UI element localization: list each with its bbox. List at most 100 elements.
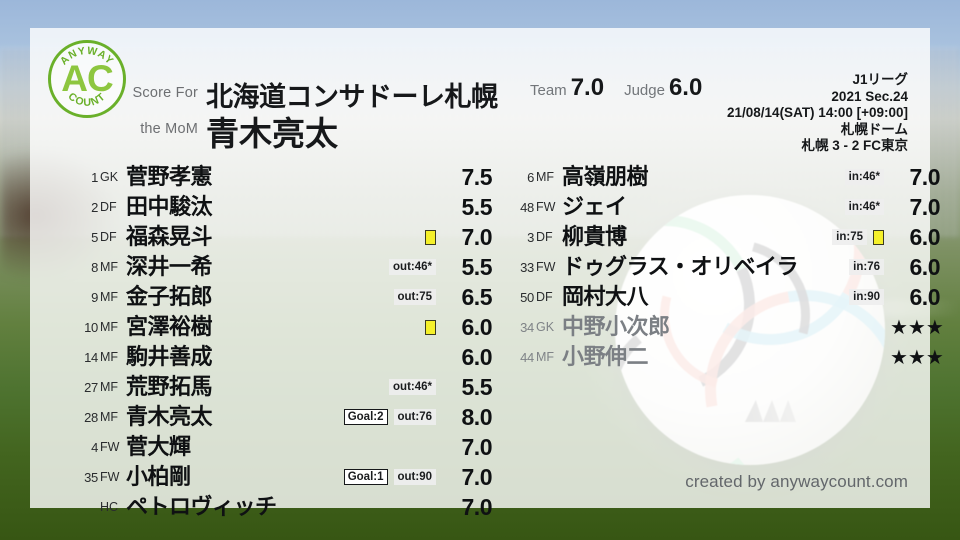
logo-bottom-arc-label: COUNT	[66, 90, 109, 108]
player-row[interactable]: 33 FW ドゥグラス・オリベイラ in:76 6.0	[508, 252, 940, 282]
player-row-tail: 6.0	[442, 342, 493, 372]
player-position: DF	[536, 230, 553, 244]
player-row[interactable]: 48 FW ジェイ in:46* 7.0	[508, 192, 940, 222]
judge-score-label: Judge	[624, 82, 665, 99]
player-row-tail: 5.5	[442, 192, 493, 222]
player-position: MF	[100, 320, 119, 334]
player-row-tail: 7.0	[442, 492, 493, 522]
team-score-label: Team	[530, 82, 567, 99]
player-row-tail: in:46* 7.0	[844, 162, 941, 192]
player-row[interactable]: 6 MF 高嶺朋樹 in:46* 7.0	[508, 162, 940, 192]
player-position: GK	[536, 320, 555, 334]
player-rating: ★★★	[890, 316, 944, 339]
player-position: DF	[100, 200, 117, 214]
player-rating: 6.0	[909, 283, 941, 310]
player-row[interactable]: 34 GK 中野小次郎 ★★★	[508, 312, 944, 342]
player-rating: 5.5	[461, 373, 493, 400]
player-number: 9	[91, 289, 98, 305]
player-row[interactable]: 28 MF 青木亮太 Goal:2 out:76 8.0	[72, 402, 492, 432]
player-row[interactable]: 50 DF 岡村大八 in:90 6.0	[508, 282, 940, 312]
player-rating: 7.0	[461, 433, 493, 460]
player-position: MF	[100, 350, 119, 364]
player-row[interactable]: 5 DF 福森晃斗 7.0	[72, 222, 492, 252]
player-position: HC	[100, 500, 119, 514]
player-number: 8	[91, 259, 98, 275]
player-name: 宮澤裕樹	[126, 314, 213, 339]
player-position: DF	[536, 290, 553, 304]
substitution-badge: out:46*	[389, 379, 436, 395]
substitution-badge: out:46*	[389, 259, 436, 275]
player-rating: ★★★	[890, 346, 944, 369]
player-number: 48	[520, 199, 534, 215]
match-result: 札幌 3 - 2 FC東京	[801, 138, 908, 153]
player-rating: 5.5	[461, 193, 493, 220]
player-position: DF	[100, 230, 117, 244]
player-name: 柳貴博	[562, 224, 627, 249]
yellow-card-icon	[425, 319, 436, 335]
player-row[interactable]: 1 GK 菅野孝憲 7.5	[72, 162, 492, 192]
player-row[interactable]: 44 MF 小野伸二 ★★★	[508, 342, 944, 372]
player-name: ジェイ	[562, 194, 627, 219]
substitution-badge: out:75	[393, 289, 436, 305]
starters-list: 1 GK 菅野孝憲 7.5 2 DF 田中駿汰 5.5 5 DF 福森晃斗 7.0 8 MF 深井一希 out…	[72, 162, 492, 522]
player-number: 50	[520, 289, 534, 305]
yellow-card-icon	[873, 229, 884, 245]
player-row-tail: in:90 6.0	[849, 282, 941, 312]
player-row[interactable]: 14 MF 駒井善成 6.0	[72, 342, 492, 372]
player-rating: 7.0	[461, 493, 493, 520]
player-position: MF	[536, 350, 555, 364]
player-row[interactable]: 3 DF 柳貴博 in:75 6.0	[508, 222, 940, 252]
player-number: 2	[91, 199, 98, 215]
player-row[interactable]: 2 DF 田中駿汰 5.5	[72, 192, 492, 222]
player-row[interactable]: 35 FW 小柏剛 Goal:1 out:90 7.0	[72, 462, 492, 492]
kickoff-datetime: 21/08/14(SAT) 14:00 [+09:00]	[727, 105, 908, 120]
player-number: 33	[520, 259, 534, 275]
substitution-badge: in:46*	[844, 169, 884, 185]
player-row-tail: Goal:2 out:76 8.0	[343, 402, 493, 432]
player-position: MF	[100, 260, 119, 274]
player-row[interactable]: 9 MF 金子拓郎 out:75 6.5	[72, 282, 492, 312]
team-name: 北海道コンサドーレ札幌	[206, 82, 498, 112]
player-position: FW	[100, 470, 120, 484]
player-row[interactable]: 8 MF 深井一希 out:46* 5.5	[72, 252, 492, 282]
player-rating: 6.0	[461, 343, 493, 370]
match-info-block: J1リーグ 2021 Sec.24 21/08/14(SAT) 14:00 [+…	[727, 72, 908, 155]
player-number: 28	[84, 409, 98, 425]
player-name: 荒野拓馬	[126, 374, 213, 399]
substitution-badge: out:76	[393, 409, 436, 425]
player-row[interactable]: 10 MF 宮澤裕樹 6.0	[72, 312, 492, 342]
player-row-tail: in:75 6.0	[832, 222, 941, 252]
team-judge-scores: Team 7.0 Judge 6.0	[530, 74, 718, 102]
player-rating: 7.0	[461, 223, 493, 250]
player-number: 14	[84, 349, 98, 365]
season-section: 2021 Sec.24	[831, 88, 908, 104]
score-for-label: Score For	[132, 85, 198, 101]
player-row[interactable]: 27 MF 荒野拓馬 out:46* 5.5	[72, 372, 492, 402]
player-position: MF	[100, 410, 119, 424]
player-rating: 7.0	[909, 193, 941, 220]
substitution-badge: in:76	[849, 259, 884, 275]
player-row[interactable]: 4 FW 菅大輝 7.0	[72, 432, 492, 462]
player-number: 44	[520, 349, 534, 365]
player-name: 高嶺朋樹	[562, 164, 649, 189]
player-name: 中野小次郎	[562, 314, 670, 339]
player-row[interactable]: HC ペトロヴィッチ 7.0	[72, 492, 493, 522]
player-number: 34	[520, 319, 534, 335]
anywaycount-logo: ANYWAY COUNT AC	[48, 40, 126, 118]
player-name: 福森晃斗	[126, 224, 213, 249]
player-rating: 6.0	[909, 223, 941, 250]
yellow-card-icon	[425, 229, 436, 245]
player-name: ペトロヴィッチ	[126, 494, 277, 519]
player-position: MF	[100, 380, 119, 394]
player-number: 1	[91, 169, 98, 185]
player-row-tail: 7.0	[442, 432, 493, 462]
player-name: 菅大輝	[126, 434, 191, 459]
footer-credit: created by anywaycount.com	[685, 472, 908, 491]
league-name: J1リーグ	[852, 72, 908, 87]
goal-badge: Goal:1	[343, 469, 388, 485]
player-name: 岡村大八	[562, 284, 649, 309]
player-number: 3	[527, 229, 534, 245]
judge-score-value: 6.0	[668, 74, 703, 101]
player-number: 5	[91, 229, 98, 245]
substitutes-list: 6 MF 高嶺朋樹 in:46* 7.0 48 FW ジェイ in:46* 7.0 3 DF 柳貴博 in…	[508, 162, 944, 372]
